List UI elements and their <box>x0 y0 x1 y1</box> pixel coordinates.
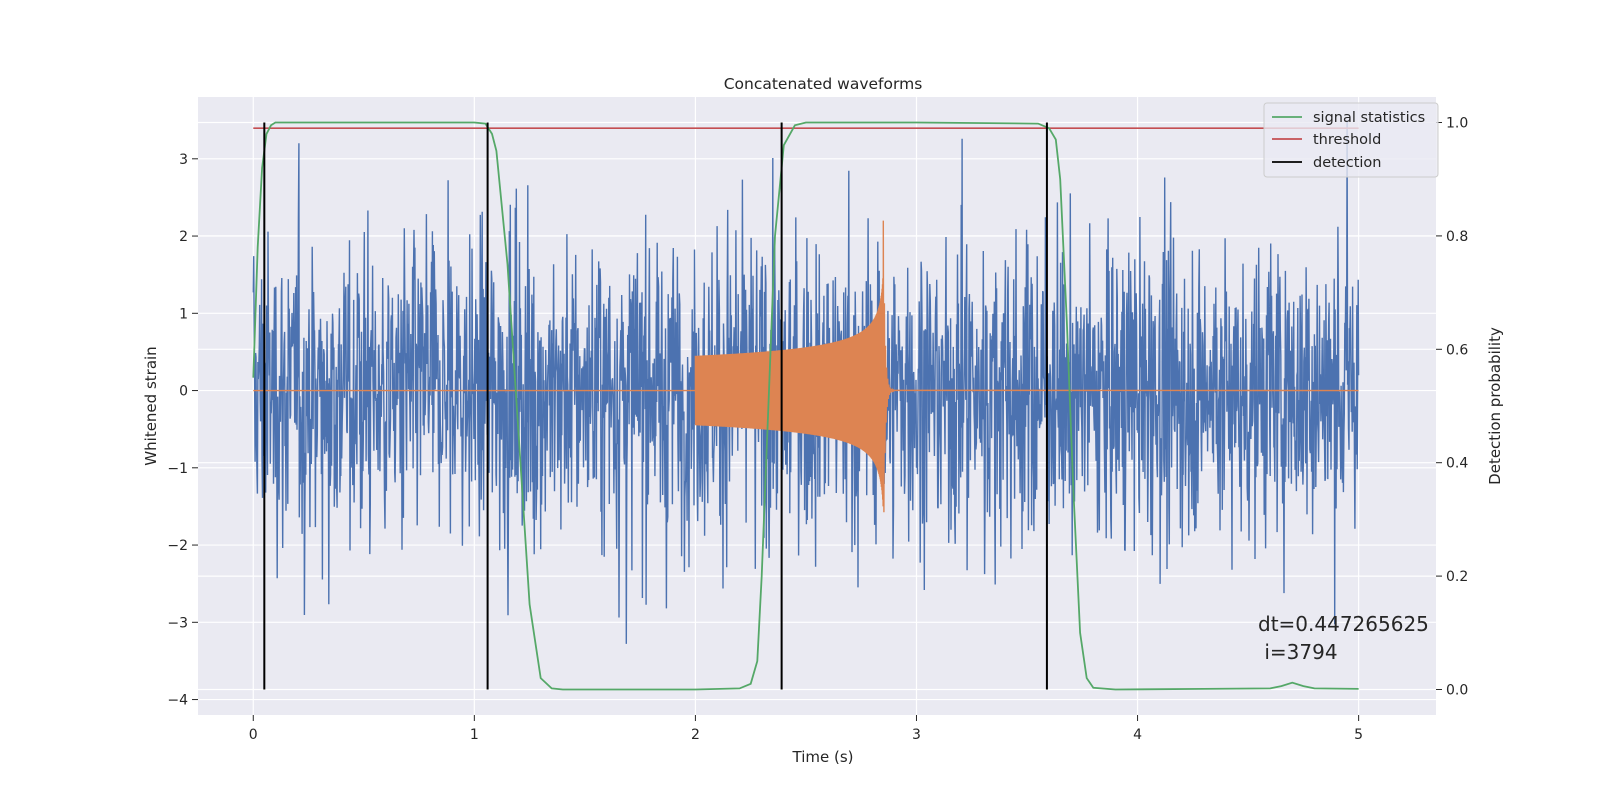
x-tick-label: 1 <box>470 727 479 743</box>
annotation-dt: dt=0.447265625 <box>1258 612 1429 636</box>
legend-label-detection: detection <box>1313 155 1381 171</box>
y-tick-label-right: 0.0 <box>1446 682 1468 698</box>
x-tick-label: 3 <box>912 727 921 743</box>
y-tick-label-left: −3 <box>167 615 188 631</box>
legend-box <box>1263 102 1439 178</box>
y-tick-label-right: 0.8 <box>1446 229 1468 245</box>
x-tick-label: 0 <box>249 727 258 743</box>
y-tick-label-left: 0 <box>179 384 188 400</box>
x-tick-label: 5 <box>1354 727 1363 743</box>
plot-marks <box>252 120 1360 691</box>
legend: signal statistics threshold detection <box>1263 102 1439 178</box>
y-tick-label-left: −2 <box>167 538 188 554</box>
y-axis-label-left: Whitened strain <box>142 346 160 465</box>
y-tick-label-left: 2 <box>179 229 188 245</box>
legend-label-threshold: threshold <box>1313 132 1381 148</box>
tick-labels: 0 1 2 3 4 5 −4 −3 −2 −1 0 1 2 3 0.0 0.2 0.4 0.6 0.8 1.0 <box>167 116 1468 743</box>
y-tick-label-left: 3 <box>179 152 188 168</box>
y-tick-label-right: 0.2 <box>1446 569 1468 585</box>
y-tick-label-right: 0.6 <box>1446 342 1468 358</box>
annotation-index: i=3794 <box>1258 640 1338 664</box>
y-tick-label-left: −1 <box>167 461 188 477</box>
y-tick-label-left: −4 <box>167 693 188 709</box>
x-tick-label: 2 <box>691 727 700 743</box>
y-tick-label-right: 0.4 <box>1446 456 1468 472</box>
waveform-series <box>253 220 1359 513</box>
legend-label-signal-statistics: signal statistics <box>1313 110 1425 126</box>
y-axis-label-right: Detection probability <box>1486 327 1504 485</box>
x-tick-label: 4 <box>1133 727 1142 743</box>
signal-statistics-line <box>252 121 1359 691</box>
chart-title: Concatenated waveforms <box>724 75 923 93</box>
annotation: dt=0.447265625 i=3794 <box>1258 612 1429 664</box>
y-tick-label-right: 1.0 <box>1446 116 1468 132</box>
x-axis-label: Time (s) <box>792 748 854 766</box>
y-tick-label-left: 1 <box>179 306 188 322</box>
